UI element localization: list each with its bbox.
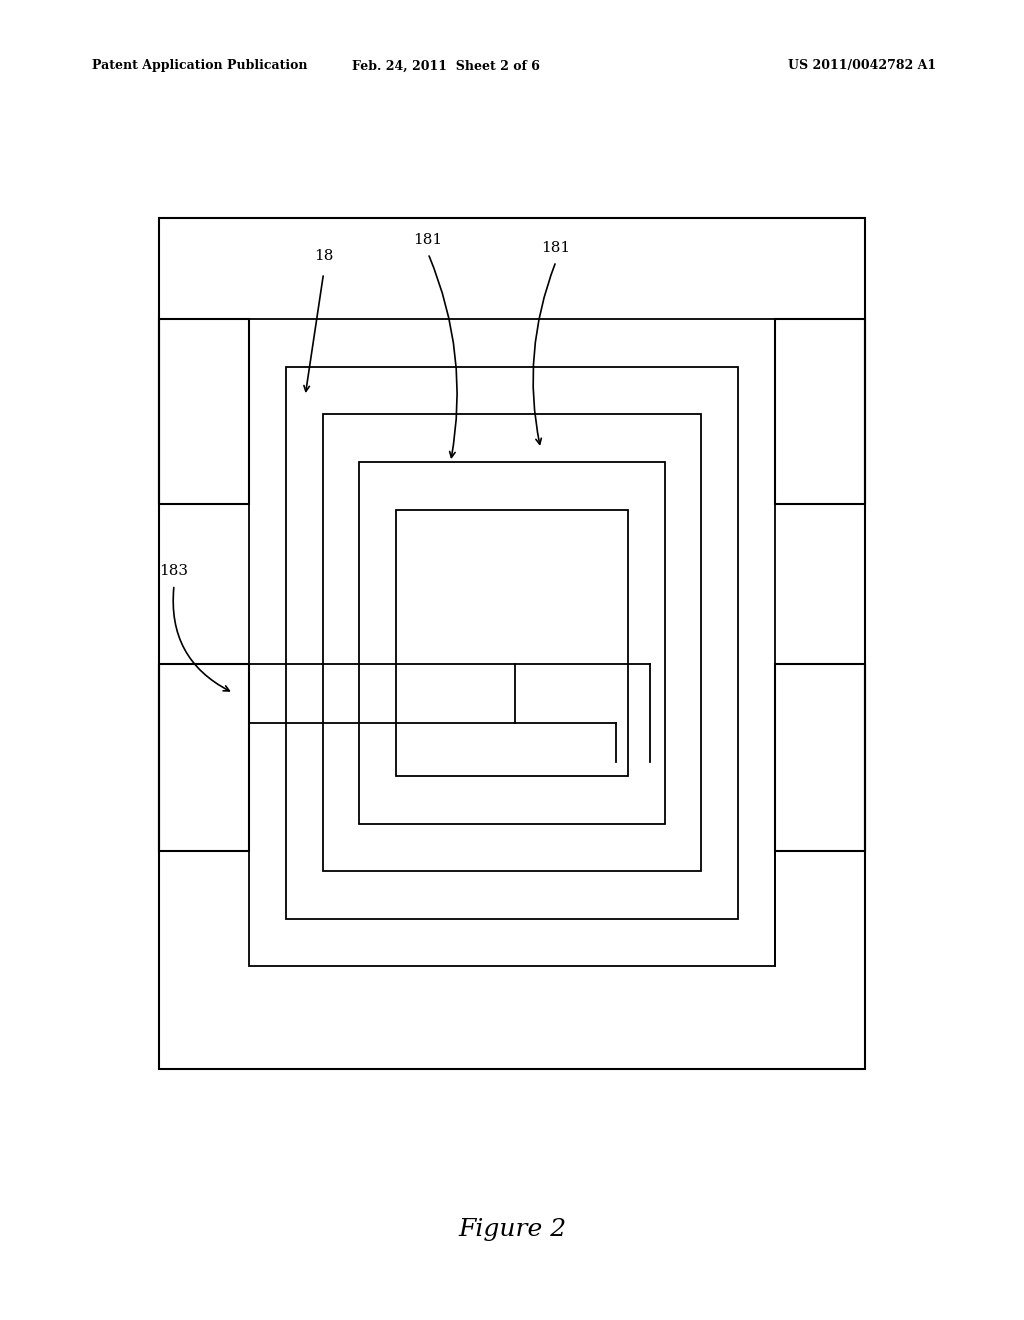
- Bar: [359, 462, 665, 824]
- Text: Figure 2: Figure 2: [458, 1218, 566, 1241]
- Text: Feb. 24, 2011  Sheet 2 of 6: Feb. 24, 2011 Sheet 2 of 6: [351, 59, 540, 73]
- Bar: [775, 319, 865, 504]
- Bar: [775, 664, 865, 851]
- Text: 183: 183: [160, 564, 188, 578]
- Bar: [286, 367, 738, 919]
- Bar: [249, 319, 775, 966]
- Text: 18: 18: [314, 248, 333, 263]
- Text: 181: 181: [414, 232, 442, 247]
- Text: 181: 181: [542, 240, 570, 255]
- Text: Patent Application Publication: Patent Application Publication: [92, 59, 307, 73]
- Text: US 2011/0042782 A1: US 2011/0042782 A1: [788, 59, 937, 73]
- Bar: [159, 664, 249, 851]
- Bar: [323, 414, 701, 871]
- Bar: [396, 510, 628, 776]
- Bar: [159, 319, 249, 504]
- Bar: [159, 218, 865, 1069]
- Bar: [249, 664, 515, 723]
